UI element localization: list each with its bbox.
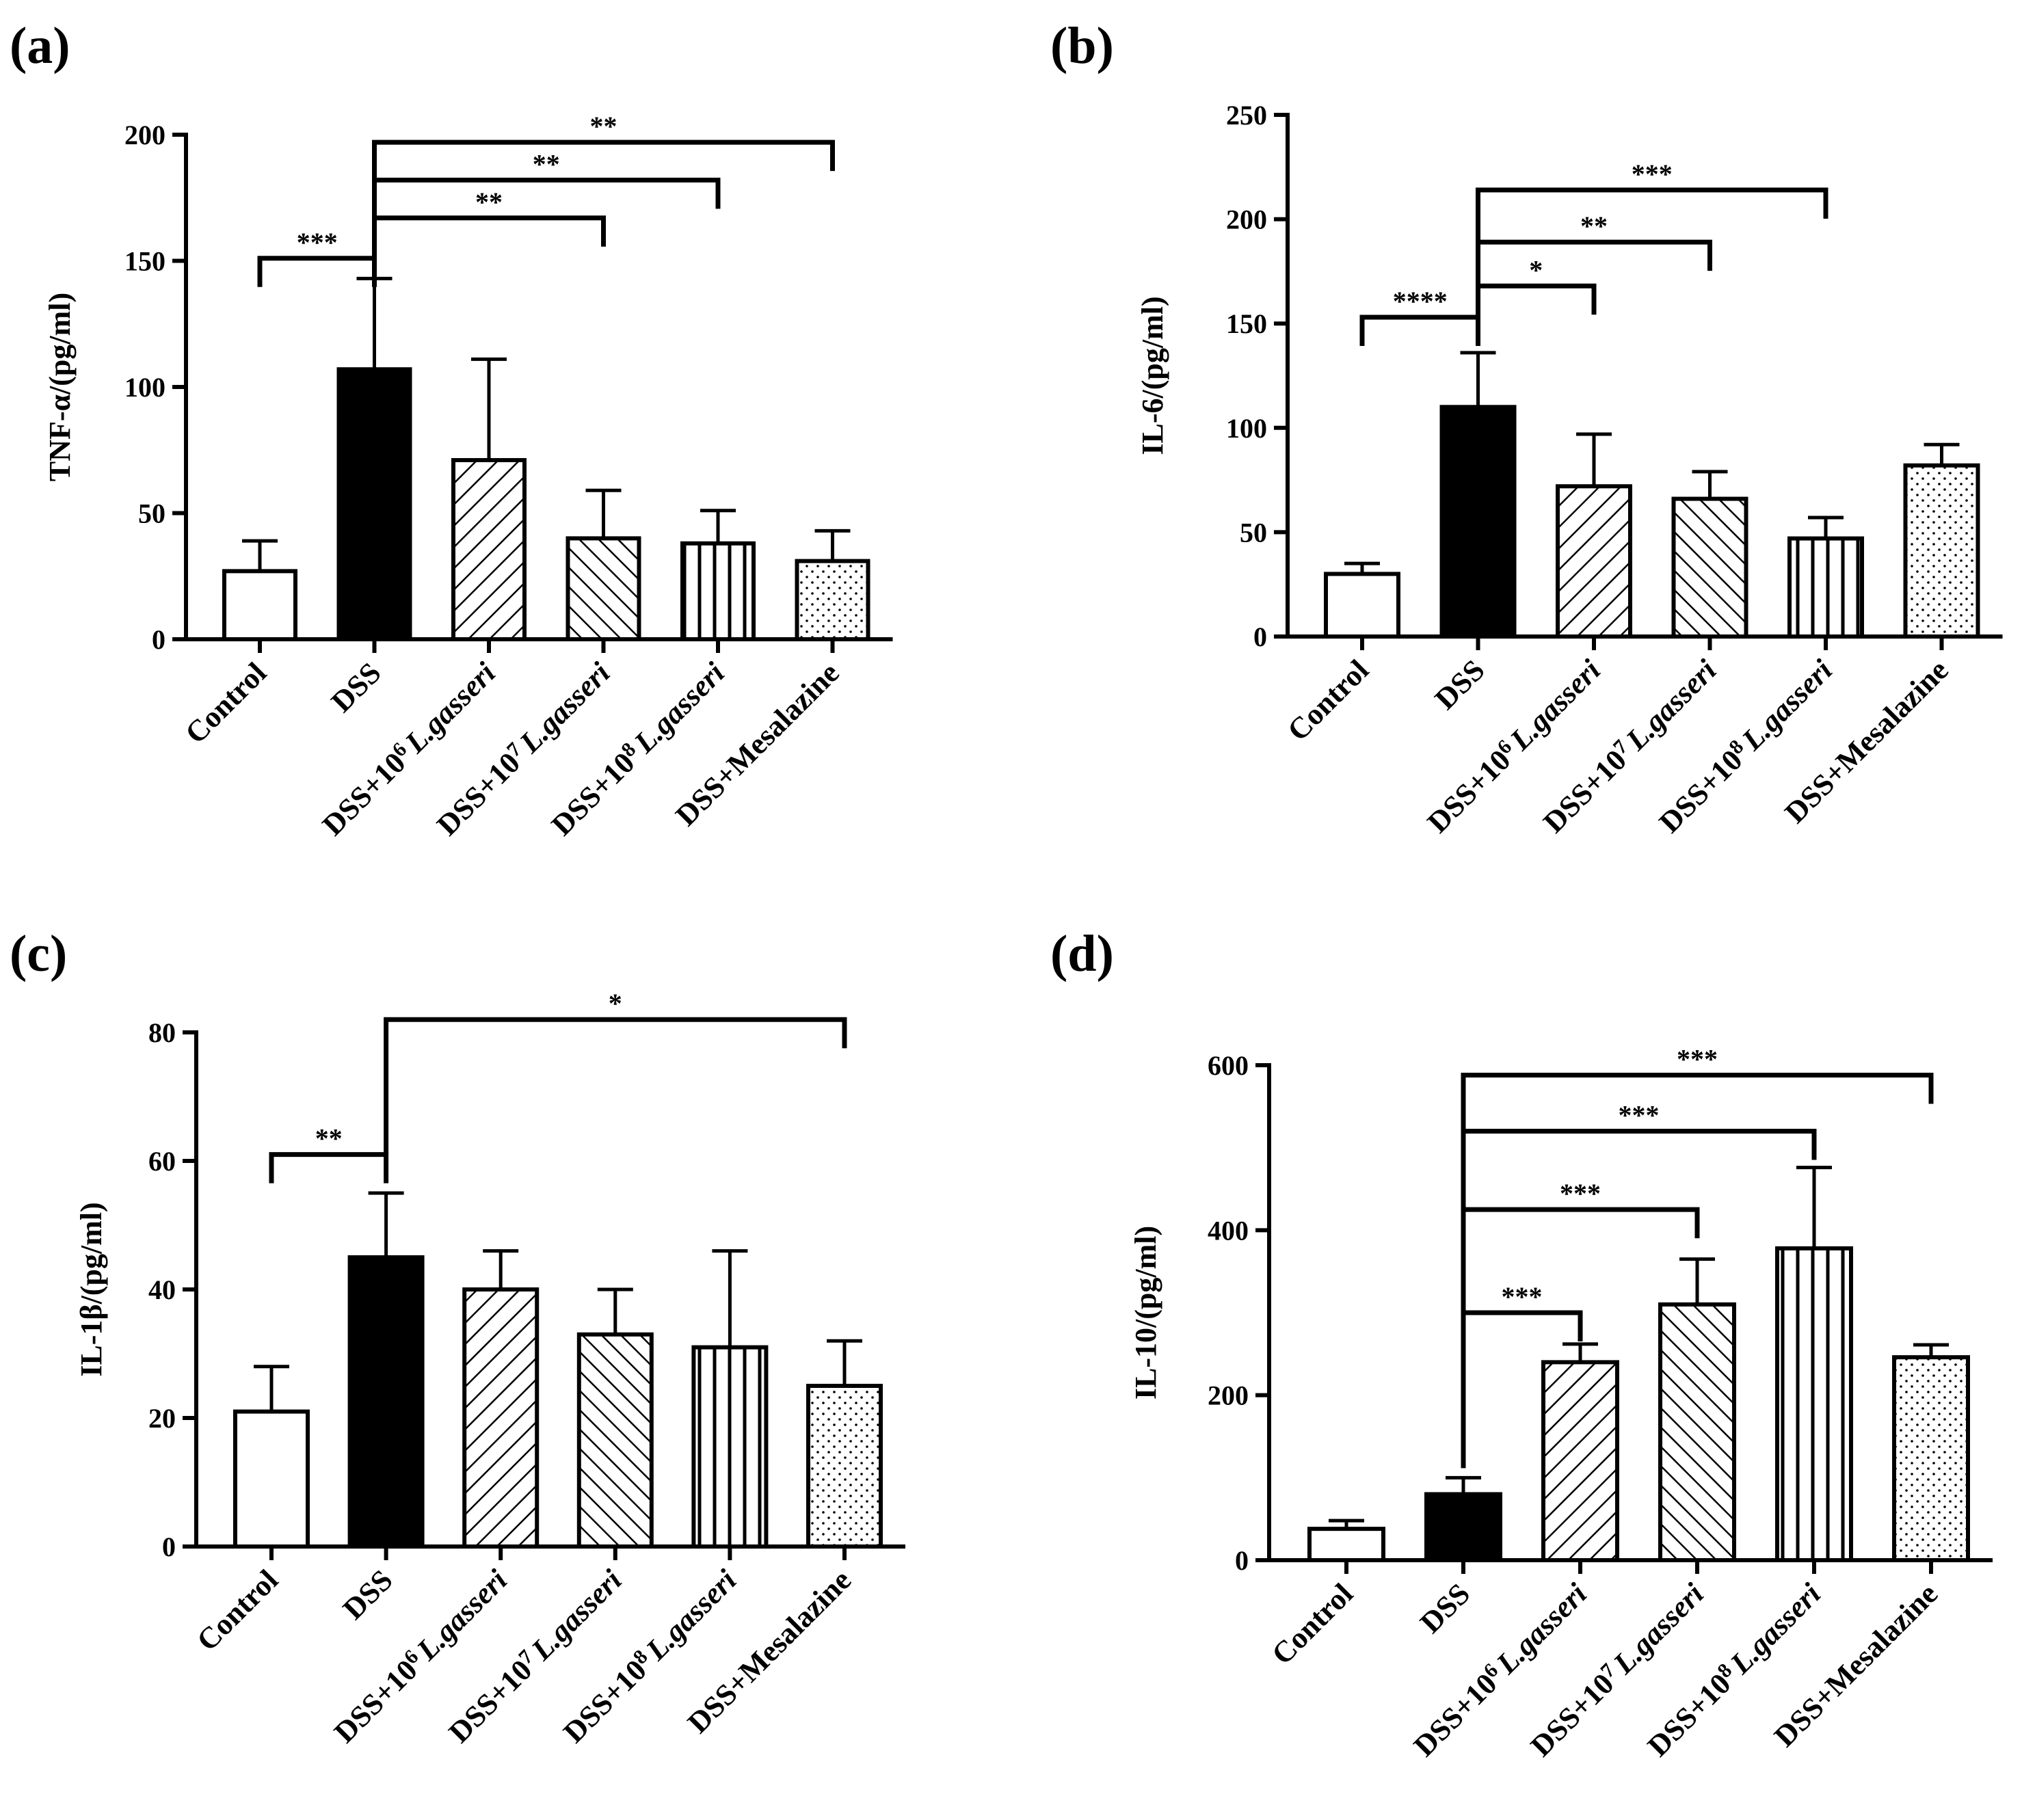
y-axis-title: IL-10/(pg/ml) xyxy=(1129,1226,1162,1400)
significance-bracket xyxy=(372,177,721,218)
significance-bracket xyxy=(1461,1310,1583,1469)
bar-control xyxy=(233,1409,310,1549)
significance-label: *** xyxy=(1677,1043,1718,1074)
y-tick-label: 400 xyxy=(1208,1215,1249,1246)
panel-letter: (b) xyxy=(1050,17,1114,75)
y-tick-label: 50 xyxy=(1240,517,1267,548)
y-tick-label: 60 xyxy=(148,1146,176,1177)
x-category-label: DSS xyxy=(1413,1577,1476,1640)
bar-control xyxy=(1324,572,1400,639)
y-tick-label: 80 xyxy=(148,1017,176,1048)
bar-dss-108 xyxy=(1787,536,1864,639)
x-category-label: Control xyxy=(190,1563,284,1657)
bar-dss-mesalazine xyxy=(1903,463,1980,639)
y-tick-label: 0 xyxy=(1253,621,1267,652)
significance-bracket xyxy=(269,1152,389,1183)
significance-label: ** xyxy=(533,148,560,179)
y-tick-label: 200 xyxy=(1208,1380,1249,1411)
significance-bracket xyxy=(384,1017,847,1155)
significance-bracket xyxy=(372,215,606,269)
y-tick-label: 100 xyxy=(1226,413,1267,444)
significance-bracket xyxy=(1476,239,1712,286)
y-tick-label: 250 xyxy=(1226,100,1267,131)
significance-label: * xyxy=(1529,254,1543,285)
panel-letter: (d) xyxy=(1050,925,1114,982)
significance-bracket xyxy=(1461,1072,1934,1132)
significance-bracket xyxy=(1461,1207,1700,1313)
bar-dss-106 xyxy=(1541,1360,1619,1563)
bar-dss-106 xyxy=(451,458,527,641)
panel-letter: (a) xyxy=(10,17,70,75)
bar-dss-mesalazine xyxy=(795,559,870,641)
significance-label: *** xyxy=(1619,1100,1660,1131)
y-axis-title: IL-1β/(pg/ml) xyxy=(75,1202,108,1376)
significance-bracket xyxy=(1461,1129,1817,1210)
x-category-label: DSS xyxy=(325,656,388,719)
significance-label: *** xyxy=(1632,159,1673,189)
y-tick-label: 0 xyxy=(152,624,165,655)
bar-control xyxy=(1307,1527,1385,1563)
bar-dss-106 xyxy=(462,1287,540,1549)
y-tick-label: 100 xyxy=(124,372,165,403)
y-axis-title: IL-6/(pg/ml) xyxy=(1136,296,1169,455)
y-tick-label: 600 xyxy=(1208,1050,1249,1081)
bar-dss-mesalazine xyxy=(806,1384,883,1549)
significance-label: ** xyxy=(1580,211,1608,241)
y-tick-label: 150 xyxy=(124,246,165,277)
significance-label: ** xyxy=(590,111,617,142)
significance-label: * xyxy=(609,988,622,1019)
bar-dss-108 xyxy=(680,541,756,642)
significance-label: *** xyxy=(1502,1281,1543,1312)
y-tick-label: 0 xyxy=(1235,1545,1249,1576)
y-tick-label: 20 xyxy=(148,1403,176,1434)
significance-label: ** xyxy=(475,187,503,217)
significance-label: **** xyxy=(1393,286,1448,317)
y-tick-label: 200 xyxy=(124,120,165,150)
bar-dss-107 xyxy=(576,1332,654,1549)
bar-dss-107 xyxy=(566,536,641,642)
chart-panel-b: (b) 0 50 100 150 200 250 IL-6/(pg/ml) Control DSS… xyxy=(1050,17,2003,840)
significance-bracket xyxy=(1476,283,1597,343)
significance-bracket xyxy=(1359,315,1480,347)
bar-dss xyxy=(1424,1492,1502,1562)
bar-dss xyxy=(336,367,412,641)
x-category-label: Control xyxy=(178,656,273,750)
y-tick-label: 150 xyxy=(1226,308,1267,339)
significance-bracket xyxy=(257,256,377,287)
bar-dss-108 xyxy=(1775,1246,1853,1562)
y-tick-label: 200 xyxy=(1226,204,1267,235)
significance-label: ** xyxy=(315,1123,343,1154)
y-tick-label: 0 xyxy=(162,1531,176,1562)
x-category-label: DSS xyxy=(336,1563,399,1626)
significance-label: *** xyxy=(297,227,338,258)
bar-control xyxy=(222,569,297,641)
significance-bracket xyxy=(372,139,835,180)
y-axis-title: TNF-α/(pg/ml) xyxy=(43,293,77,481)
bar-dss xyxy=(1439,405,1517,639)
significance-label: *** xyxy=(1560,1178,1601,1209)
x-category-label: DSS xyxy=(1428,653,1491,716)
x-category-label: Control xyxy=(1281,653,1375,747)
bar-dss-107 xyxy=(1658,1302,1736,1563)
panel-letter: (c) xyxy=(10,925,67,982)
y-tick-label: 40 xyxy=(148,1274,176,1305)
bar-dss-mesalazine xyxy=(1892,1355,1970,1563)
significance-bracket xyxy=(1476,187,1828,243)
x-category-label: Control xyxy=(1265,1577,1359,1671)
bar-dss-108 xyxy=(691,1345,769,1549)
bar-dss xyxy=(347,1255,425,1549)
bar-dss-107 xyxy=(1671,496,1748,639)
bar-dss-106 xyxy=(1556,484,1632,639)
y-tick-label: 50 xyxy=(138,498,165,529)
